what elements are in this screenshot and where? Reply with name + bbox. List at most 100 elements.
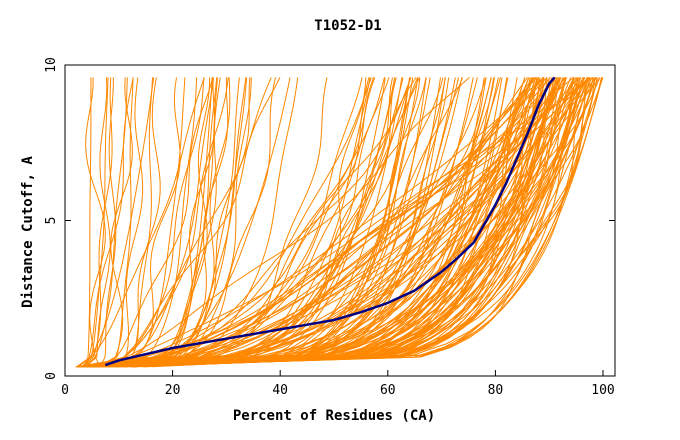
model-series-line [100,77,470,368]
model-series-line [80,77,463,368]
model-series-line [85,77,499,368]
model-series-line [95,77,492,368]
model-series-line [121,77,567,368]
model-series-line [86,77,403,368]
y-axis: 0 5 10 [44,57,615,380]
model-series-line [90,77,427,368]
model-series-line [93,77,367,368]
model-series-line [89,77,397,368]
model-series-line [107,77,240,368]
model-series-line [76,77,155,368]
model-series-line [93,77,218,368]
model-series-line [134,77,541,368]
model-series-line [95,77,474,368]
model-series-line [81,77,503,368]
model-series-line [86,77,229,368]
model-series-line [97,77,248,368]
highlight-series-group [104,76,556,367]
model-series-line [139,77,565,368]
model-series-line [106,77,281,368]
x-tick-label: 80 [488,383,504,398]
model-series-line [102,77,214,368]
x-axis-title: Percent of Residues (CA) [233,408,435,424]
model-series-line [108,77,538,368]
model-series-line [148,77,529,368]
model-series-line [98,77,291,368]
highlight-series-line [104,76,556,367]
model-series-line [89,77,558,368]
model-series-line [79,77,456,368]
y-tick-label: 5 [44,217,59,225]
y-axis-title: Distance Cutoff, A [20,156,36,308]
model-series-line [85,77,134,367]
model-series-line [106,77,198,368]
x-tick-label: 100 [591,383,614,398]
model-series-line [77,77,478,368]
model-series-line [103,77,575,368]
model-series-line [91,77,508,368]
model-series-line [88,77,602,368]
model-series-line [87,77,548,368]
model-series-line [107,77,211,368]
y-tick-label: 10 [44,57,59,73]
x-tick-label: 60 [380,383,396,398]
model-series-line [80,77,441,368]
model-series-line [107,77,144,368]
x-tick-label: 20 [165,383,181,398]
y-tick-label: 0 [44,372,59,380]
model-series-line [114,77,540,368]
model-series-line [97,77,153,368]
model-series-line [99,77,117,367]
model-series-line [80,77,585,368]
model-series-line [93,77,386,368]
model-series-line [129,77,597,368]
x-tick-label: 40 [272,383,288,398]
model-series-line [83,77,92,367]
model-series-line [99,77,370,368]
model-series-line [92,77,604,368]
model-series-line [76,77,214,368]
model-series-line [86,77,419,368]
model-series-line [77,77,205,368]
model-series-line [86,77,221,368]
model-series-line [92,77,526,368]
model-series-line [89,77,385,368]
model-series-line [87,77,431,368]
x-axis: 0 20 40 60 80 100 [61,370,615,398]
model-series-line [81,77,109,368]
model-series-line [97,77,252,368]
model-series-line [97,77,133,368]
plot-area [75,76,604,368]
model-series-line [98,77,372,368]
model-series-line [97,77,537,368]
model-series-line [75,77,411,368]
model-series-line [85,77,251,368]
model-series-line [97,77,299,368]
model-series-line [89,77,410,368]
model-series-line [92,77,597,368]
model-series-group [75,77,604,368]
model-series-line [82,77,113,368]
model-series-line [81,77,588,368]
chart-title: T1052-D1 [314,18,381,34]
model-series-line [85,77,111,368]
model-series-line [75,77,393,368]
model-series-line [75,77,553,368]
model-series-line [100,77,601,368]
model-series-line [76,77,421,368]
model-series-line [136,77,568,368]
model-series-line [78,77,501,368]
model-series-line [90,77,205,368]
model-series-line [117,77,536,368]
model-series-line [103,77,371,368]
model-series-line [85,77,363,368]
model-series-line [117,77,595,368]
model-series-line [95,77,231,368]
model-series-line [80,77,555,368]
model-series-line [131,77,545,368]
model-series-line [95,77,276,368]
model-series-line [105,77,545,368]
model-series-line [88,77,485,368]
model-series-line [76,77,186,368]
model-series-line [135,77,557,368]
